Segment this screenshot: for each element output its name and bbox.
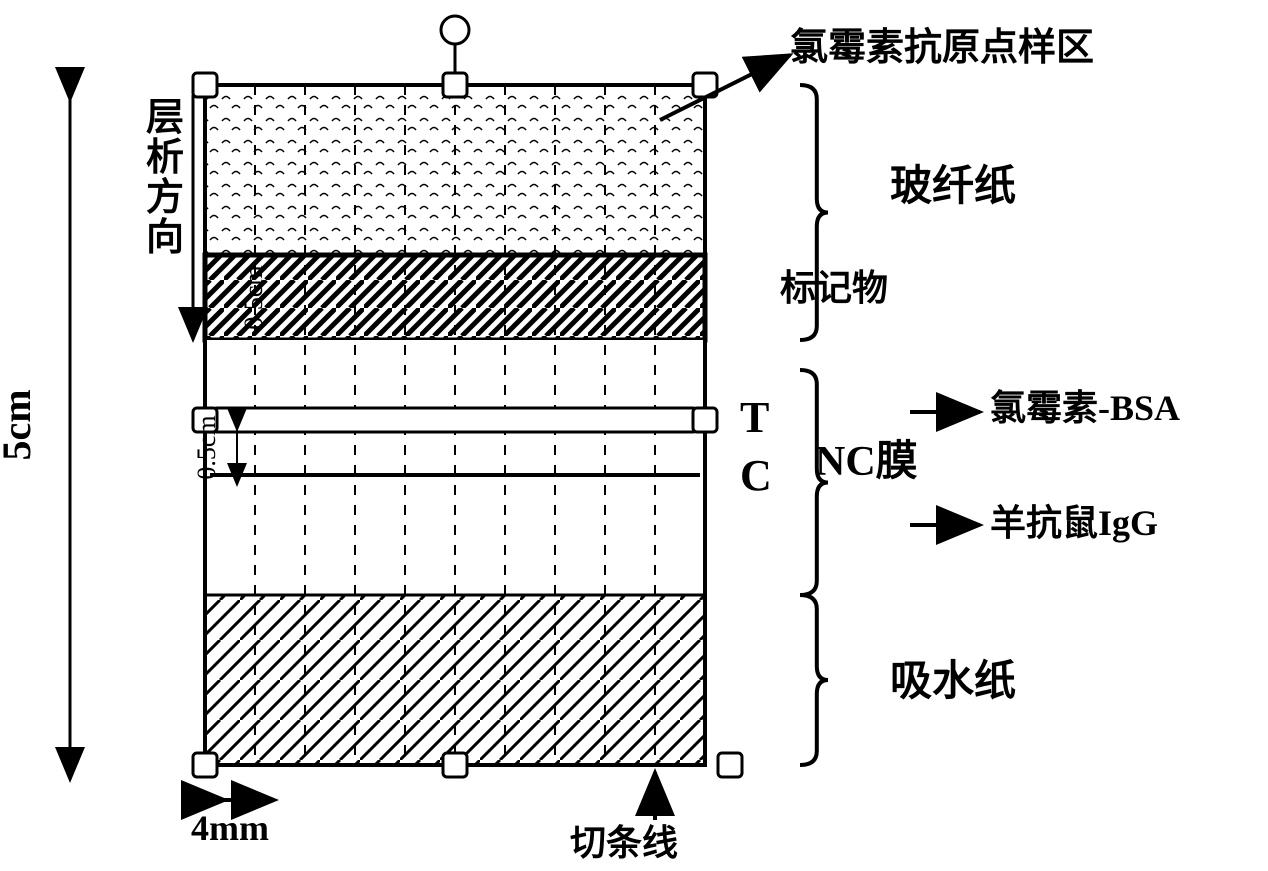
handle-bot-right: [718, 753, 742, 777]
dim-total-height-label: 5cm: [0, 389, 39, 460]
label-t-target: 氯霉素-BSA: [990, 388, 1180, 428]
label-absorbent: 吸水纸: [890, 658, 1016, 705]
label-c-target: 羊抗鼠IgG: [990, 502, 1158, 543]
flow-direction-label: 向: [146, 217, 184, 259]
t-label: T: [740, 393, 769, 442]
label-glass-fiber: 玻纤纸: [890, 163, 1016, 210]
t-line-band: [213, 408, 697, 432]
label-cut-line: 切条线: [570, 823, 678, 863]
label-antigen-zone: 氯霉素抗原点样区: [790, 27, 1094, 69]
label-marker: 标记物: [780, 268, 888, 308]
handle-mid-right: [693, 408, 717, 432]
absorbent-zone: [205, 595, 705, 765]
label-nc-membrane: NC膜: [815, 438, 918, 485]
flow-direction-label: 层: [146, 97, 184, 139]
dim-gap-lower-label: 0.5cm: [192, 415, 221, 479]
dim-strip-width-label: 4mm: [191, 808, 269, 848]
handle-bot-left: [193, 753, 217, 777]
handle-top-mid: [443, 73, 467, 97]
handle-bot-mid: [443, 753, 467, 777]
brace-absorbent: [800, 595, 828, 765]
dim-gap-upper-label: 0.5cm: [239, 265, 268, 329]
handle-top-left: [193, 73, 217, 97]
flow-direction-label: 方: [146, 177, 184, 219]
rotate-handle-icon: [441, 16, 469, 44]
flow-direction-label: 析: [146, 137, 184, 179]
c-label: C: [740, 451, 772, 500]
